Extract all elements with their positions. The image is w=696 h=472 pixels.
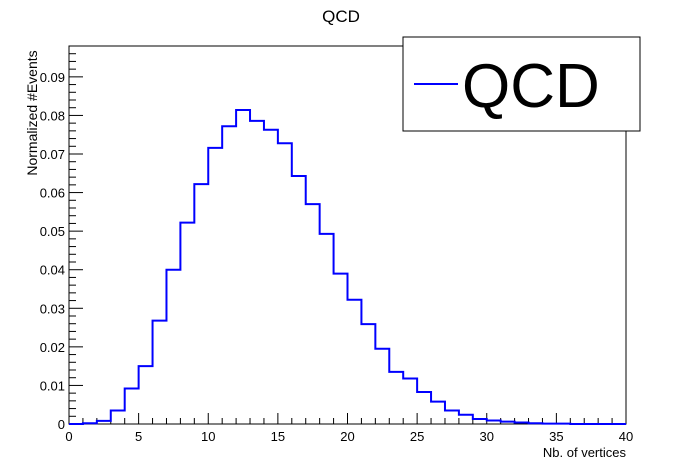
y-axis: 0 0.01 0.02 0.03 0.04 0.05 0.06 0.07 0.08 0.09 [40,45,83,432]
x-axis: 0 5 10 15 20 25 30 35 40 [65,413,633,444]
x-tick-label: 15 [271,429,285,444]
x-tick-label: 25 [410,429,424,444]
chart-title: QCD [322,7,360,26]
x-tick-label: 40 [619,429,633,444]
legend-entry-qcd: QCD [462,52,600,121]
x-axis-label: Nb. of vertices [543,445,627,460]
x-tick-label: 20 [340,429,354,444]
y-tick-label: 0.05 [40,224,65,239]
y-tick-label: 0 [58,417,65,432]
y-tick-label: 0.02 [40,340,65,355]
histogram-line-qcd [69,109,626,425]
x-tick-label: 5 [135,429,142,444]
y-tick-label: 0.08 [40,108,65,123]
legend: QCD [402,36,641,132]
y-tick-label: 0.03 [40,301,65,316]
y-tick-label: 0.01 [40,378,65,393]
y-tick-label: 0.09 [40,70,65,85]
x-tick-label: 10 [201,429,215,444]
y-tick-label: 0.07 [40,147,65,162]
y-tick-label: 0.06 [40,186,65,201]
x-tick-label: 0 [65,429,72,444]
x-tick-label: 35 [549,429,563,444]
y-tick-label: 0.04 [40,263,65,278]
y-axis-label: Normalized #Events [24,50,40,175]
x-tick-label: 30 [480,429,494,444]
